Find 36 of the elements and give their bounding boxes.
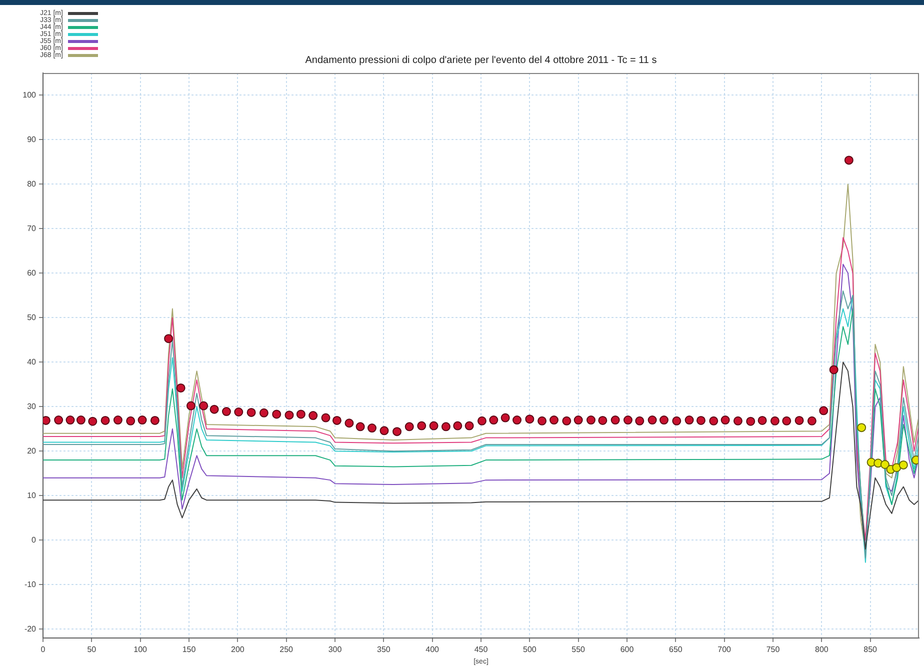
y-tick-label: 30 — [27, 402, 37, 411]
y-tick-label: 70 — [27, 224, 37, 233]
x-tick-label: 500 — [522, 645, 537, 654]
y-tick-label: -20 — [24, 624, 37, 634]
x-tick-label: 100 — [134, 645, 148, 654]
x-tick-label: 600 — [620, 645, 634, 654]
point — [880, 460, 890, 469]
x-tick-label: 400 — [426, 645, 440, 654]
x-tick-label: 650 — [668, 645, 683, 654]
x-tick-label: 800 — [814, 645, 829, 654]
x-tick-label: 200 — [230, 645, 245, 654]
y-tick-label: 10 — [27, 490, 37, 500]
chart-title: Andamento pressioni di colpo d'ariete per l'evento del 4 ottobre 2011 - Tc = 11 s — [305, 54, 657, 66]
y-tick-label: 100 — [22, 90, 37, 100]
x-tick-label: 750 — [766, 645, 780, 654]
y-tick-label: -10 — [24, 580, 37, 589]
x-tick-label: 0 — [40, 645, 46, 654]
x-tick-label: 450 — [474, 645, 488, 654]
y-tick-label: 40 — [27, 357, 37, 366]
point — [857, 423, 866, 432]
y-tick-label: 60 — [27, 268, 37, 278]
y-tick-label: 80 — [27, 179, 37, 188]
x-tick-label: 50 — [87, 645, 97, 654]
x-tick-label: 700 — [718, 645, 732, 654]
x-tick-label: 850 — [864, 645, 878, 654]
x-tick-label: 250 — [280, 645, 294, 654]
x-tick-label: 150 — [182, 645, 196, 654]
point — [898, 460, 908, 470]
y-tick-label: 0 — [32, 535, 37, 544]
x-tick-label: 300 — [328, 645, 342, 654]
y-tick-label: 20 — [27, 446, 37, 456]
x-tick-label: 350 — [376, 645, 391, 654]
point — [892, 463, 902, 472]
y-tick-label: 50 — [27, 312, 37, 322]
x-tick-label: 550 — [572, 645, 586, 654]
y-tick-label: 90 — [27, 134, 37, 144]
